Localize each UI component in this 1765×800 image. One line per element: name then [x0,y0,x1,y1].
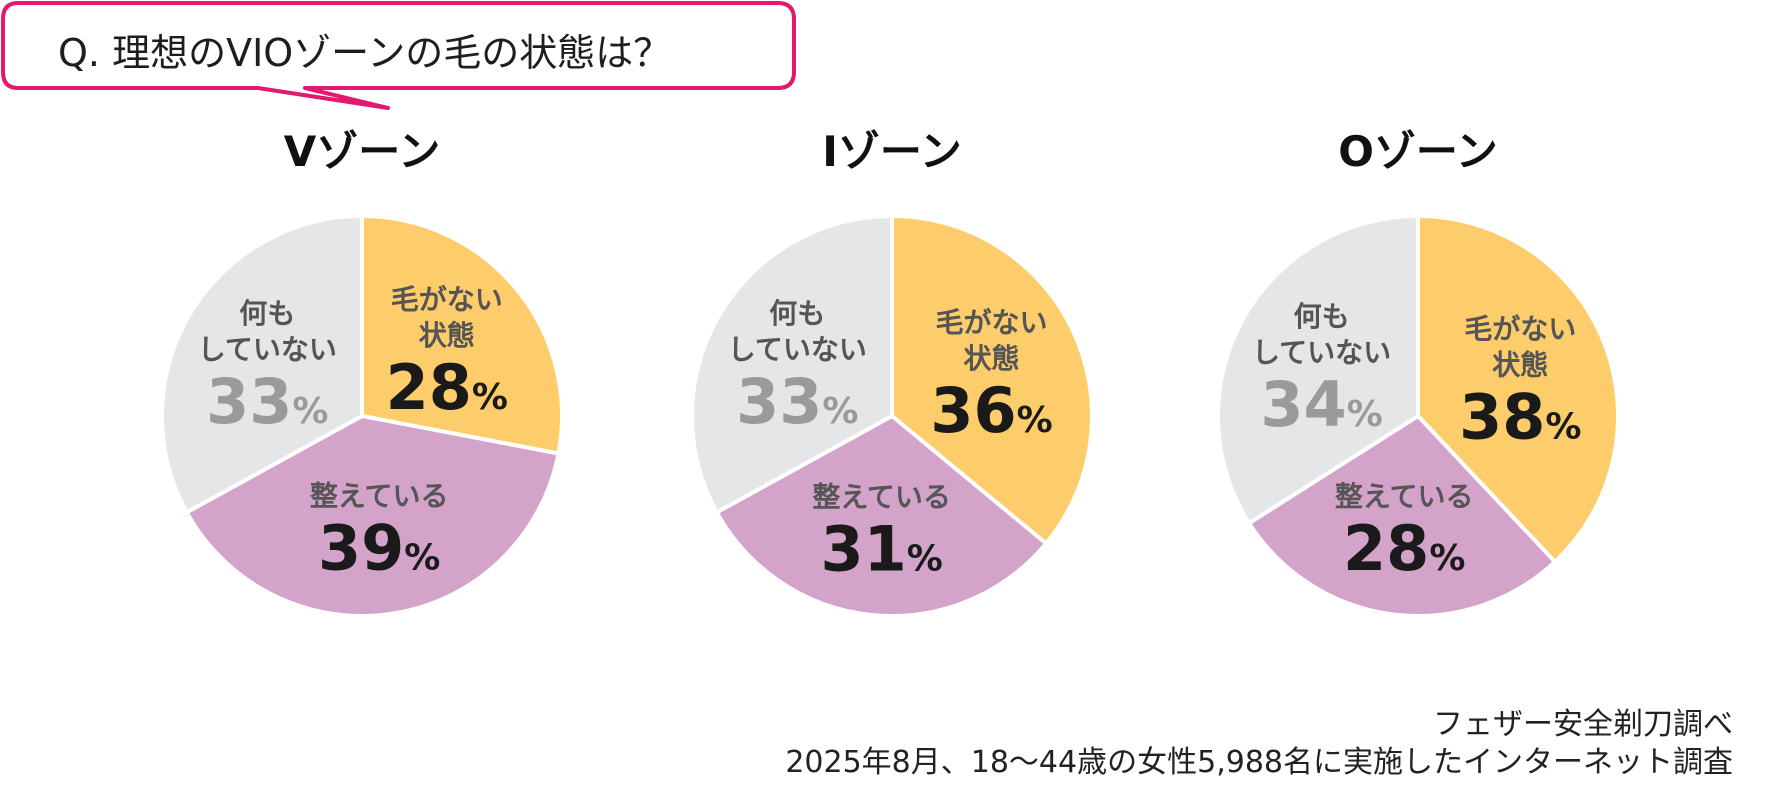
slice-label: 毛がない [391,283,503,316]
slice-label: していない [728,333,867,366]
slice-percentage: 31% [820,513,942,586]
pie-slice [890,213,1094,547]
slice-label: 毛がない [936,306,1048,339]
question-text: Q. 理想のVIOゾーンの毛の状態は？ [58,31,672,75]
slice-label: 何も [1294,300,1350,333]
slice-percentage: 38% [1459,381,1581,454]
slice-label: 整えている [1335,480,1474,513]
chart-title: Oゾーン [1338,127,1498,176]
pie-slice [184,413,561,618]
source-note: フェザー安全剃刀調べ 2025年8月、18～44歳の女性5,988名に実施したイ… [785,706,1733,782]
pie-chart-v-zone: Vゾーン 毛がない 状態 28% 整えている 39% 何も していない 33% [122,118,602,678]
pie-chart-o-zone: Oゾーン 毛がない 状態 38% 整えている 28% 何も していない 34% [1178,118,1658,678]
slice-percentage: 36% [930,374,1052,447]
slice-percentage: 33% [206,365,328,438]
survey-description: 2025年8月、18～44歳の女性5,988名に実施したインターネット調査 [785,745,1733,780]
pie-slice [1216,213,1420,526]
slice-label: 状態 [419,319,475,352]
slice-label: 状態 [1492,349,1548,382]
pie-slice [1246,413,1558,618]
pie-slice [1416,213,1620,565]
pie-slice [690,213,894,516]
slice-percentage: 33% [736,365,858,438]
pie-slice [160,213,364,516]
slice-percentage: 28% [386,351,508,424]
slice-label: 毛がない [1464,313,1576,346]
source-credit: フェザー安全剃刀調べ [1433,707,1733,742]
pie-slice [360,213,564,456]
slice-label: していない [198,333,337,366]
question-bubble [1,1,796,110]
slice-label: していない [1252,336,1391,369]
slice-percentage: 34% [1260,368,1382,441]
slice-label: 整えている [310,480,449,513]
slice-percentage: 28% [1343,512,1465,585]
slice-label: 整えている [812,481,951,514]
pie-chart-i-zone: Iゾーン 毛がない 状態 36% 整えている 31% 何も していない 33% [652,118,1132,678]
slice-label: 状態 [964,342,1020,375]
slice-percentage: 39% [318,512,440,585]
pie-slice [714,413,1049,618]
chart-title: Iゾーン [822,127,962,176]
chart-title: Vゾーン [283,127,441,176]
slice-label: 何も [239,297,295,330]
slice-label: 何も [769,297,825,330]
